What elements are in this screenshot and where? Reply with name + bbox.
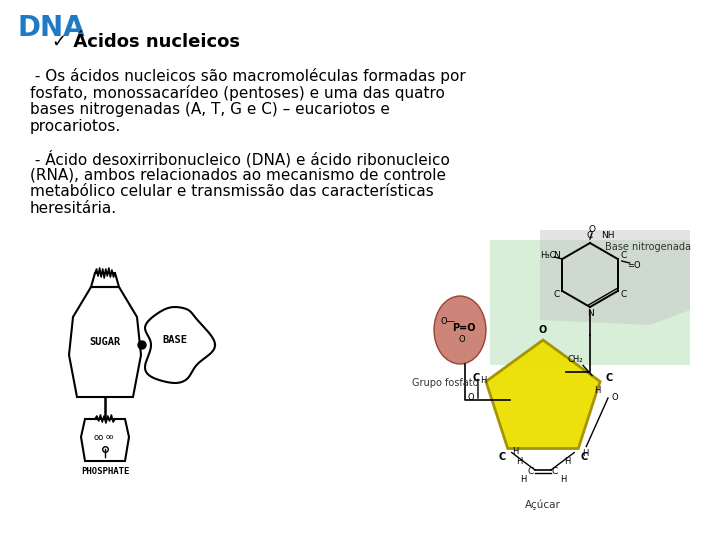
Text: oo: oo — [94, 433, 104, 442]
Text: C: C — [553, 290, 559, 299]
Text: C: C — [528, 468, 534, 476]
Text: C: C — [621, 251, 627, 260]
Text: fosfato, monossacarídeo (pentoses) e uma das quatro: fosfato, monossacarídeo (pentoses) e uma… — [30, 85, 445, 101]
Text: H: H — [512, 447, 518, 456]
Text: SUGAR: SUGAR — [89, 337, 121, 347]
Text: O: O — [459, 335, 465, 345]
Polygon shape — [490, 240, 690, 365]
Text: metabólico celular e transmissão das características: metabólico celular e transmissão das car… — [30, 184, 433, 199]
Text: H₃C: H₃C — [541, 251, 556, 260]
Text: O: O — [612, 394, 618, 402]
Text: H: H — [520, 476, 526, 484]
Text: Base nitrogenada: Base nitrogenada — [605, 242, 691, 252]
Text: C: C — [552, 468, 558, 476]
Text: oo: oo — [106, 434, 114, 440]
Text: =O: =O — [627, 260, 641, 269]
Text: C: C — [473, 373, 480, 383]
Text: - Ácido desoxirribonucleico (DNA) e ácido ribonucleico: - Ácido desoxirribonucleico (DNA) e ácid… — [30, 150, 450, 167]
Text: BASE: BASE — [163, 335, 187, 345]
Text: O—: O— — [441, 318, 456, 327]
Text: Grupo fosfato: Grupo fosfato — [412, 378, 478, 388]
Text: C: C — [580, 451, 588, 462]
Text: PHOSPHATE: PHOSPHATE — [81, 467, 129, 476]
Text: O: O — [468, 394, 474, 402]
Text: procariotos.: procariotos. — [30, 119, 121, 134]
Text: H: H — [564, 457, 570, 467]
Polygon shape — [486, 340, 600, 449]
Text: DNA: DNA — [18, 14, 86, 42]
Text: P=O: P=O — [452, 323, 476, 333]
Text: bases nitrogenadas (A, T, G e C) – eucariotos e: bases nitrogenadas (A, T, G e C) – eucar… — [30, 102, 390, 117]
Text: H: H — [594, 386, 600, 395]
Text: C: C — [606, 373, 613, 383]
Text: O: O — [539, 325, 547, 335]
Text: (RNA), ambos relacionados ao mecanismo de controle: (RNA), ambos relacionados ao mecanismo d… — [30, 167, 446, 182]
Text: N: N — [587, 309, 593, 319]
Text: C: C — [498, 451, 505, 462]
Polygon shape — [540, 230, 690, 325]
Text: ✓ Ácidos nucleicos: ✓ Ácidos nucleicos — [52, 33, 240, 51]
Text: H: H — [582, 449, 589, 458]
Text: H: H — [516, 457, 522, 467]
Text: Açúcar: Açúcar — [525, 500, 561, 510]
Text: CH₂: CH₂ — [567, 355, 582, 364]
Text: C: C — [621, 290, 627, 299]
Text: O: O — [588, 225, 595, 233]
Text: heresitária.: heresitária. — [30, 201, 117, 216]
Text: H: H — [560, 476, 566, 484]
Text: - Os ácidos nucleicos são macromoléculas formadas por: - Os ácidos nucleicos são macromoléculas… — [30, 68, 466, 84]
Text: H: H — [480, 376, 486, 386]
Text: NH: NH — [601, 231, 615, 240]
Circle shape — [138, 341, 146, 349]
Text: N: N — [553, 251, 559, 260]
Ellipse shape — [434, 296, 486, 364]
Text: C: C — [587, 232, 593, 240]
